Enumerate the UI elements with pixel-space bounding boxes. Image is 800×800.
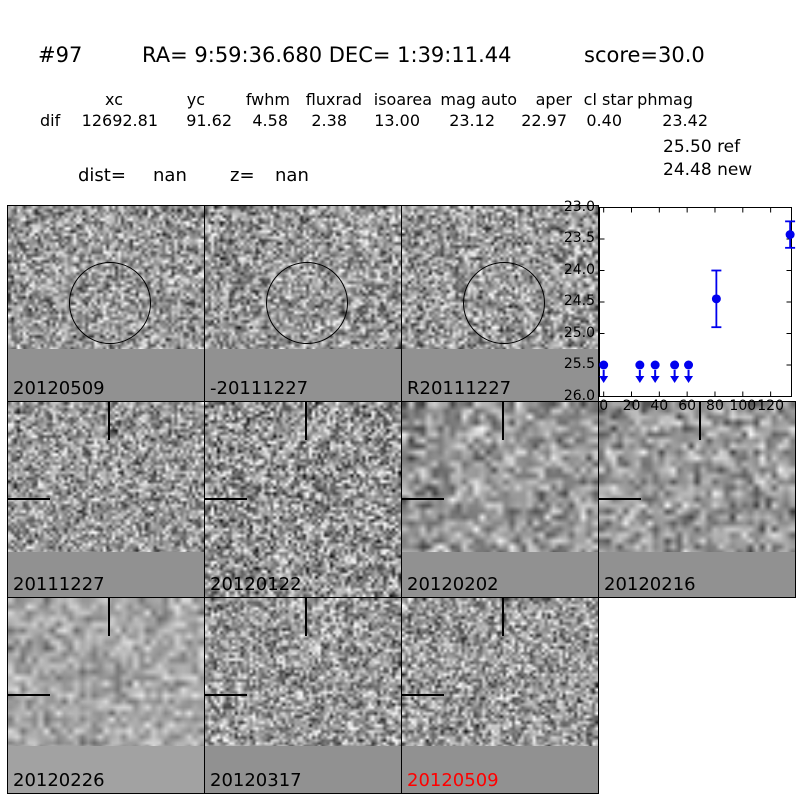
- aperture-circle: [266, 262, 348, 344]
- value-fwhm: 4.58: [252, 111, 288, 130]
- table-row-label: dif: [40, 111, 61, 130]
- cutout-20120226: 20120226: [7, 597, 205, 794]
- cutout-label: 20120202: [407, 574, 499, 596]
- y-tick-label: 25.0: [563, 324, 595, 341]
- cutout-label: 20120509: [407, 770, 499, 792]
- cutout-20120317: 20120317: [204, 597, 402, 794]
- position-tick-vertical: [305, 598, 307, 636]
- table-header-cl-star: cl star: [583, 90, 633, 109]
- redshift-label: z=: [230, 165, 255, 186]
- position-tick-vertical: [108, 598, 110, 636]
- redshift-value: nan: [275, 165, 309, 186]
- x-tick-label: 20: [622, 398, 641, 414]
- y-tick-label: 23.5: [563, 230, 595, 246]
- ra-dec-coordinates: RA= 9:59:36.680 DEC= 1:39:11.44: [142, 43, 512, 67]
- lightcurve-plot: 23.0 23.5 24.0 24.5 25.0 25.5 26.0 0 20 40 60 80 100…: [564, 199, 796, 414]
- dist-label: dist=: [78, 165, 126, 186]
- new-magnitude: 24.48 new: [663, 160, 753, 180]
- y-tick-label: 26.0: [563, 387, 595, 404]
- table-header-isoarea: isoarea: [373, 90, 432, 109]
- value-cl-star: 0.40: [586, 111, 622, 130]
- position-tick-vertical: [502, 402, 504, 440]
- aperture-circle: [463, 262, 545, 344]
- masked-band: [205, 746, 401, 793]
- position-tick-horizontal: [402, 694, 444, 696]
- table-header-mag-auto: mag auto: [440, 90, 517, 109]
- position-tick-vertical: [699, 402, 701, 440]
- cutout-label: 20120317: [210, 770, 302, 792]
- x-tick-label: 40: [650, 398, 669, 414]
- cutout-label: -20111227: [210, 378, 309, 400]
- candidate-score: score=30.0: [584, 43, 705, 67]
- position-tick-horizontal: [8, 694, 50, 696]
- table-header-fluxrad: fluxrad: [305, 90, 362, 109]
- masked-band: [599, 552, 795, 597]
- cutout-20120509: 20120509: [401, 597, 599, 794]
- value-xc: 12692.81: [81, 111, 158, 130]
- ref-magnitude: 25.50 ref: [663, 137, 741, 157]
- masked-band: [402, 746, 598, 793]
- x-tick-label: 60: [678, 398, 697, 414]
- table-header-yc: yc: [186, 90, 205, 109]
- x-tick-label: 100: [729, 398, 757, 414]
- value-yc: 91.62: [186, 111, 232, 130]
- aperture-circle: [69, 262, 151, 344]
- position-tick-horizontal: [8, 498, 50, 500]
- candidate-number: #97: [38, 43, 83, 67]
- cutout-R20111227: R20111227: [401, 205, 599, 402]
- position-tick-horizontal: [205, 694, 247, 696]
- masked-band: [205, 349, 401, 401]
- masked-band: [402, 349, 598, 401]
- table-header-fwhm: fwhm: [245, 90, 290, 109]
- cutout-label: 20111227: [13, 574, 105, 596]
- position-tick-vertical: [305, 402, 307, 440]
- value-phmag: 23.42: [662, 111, 708, 130]
- position-tick-horizontal: [599, 498, 641, 500]
- masked-band: [8, 746, 204, 793]
- y-tick-label: 24.0: [563, 261, 595, 278]
- cutout-20120216: 20120216: [598, 401, 796, 598]
- y-tick-label: 23.0: [563, 198, 595, 215]
- cutout-label: 20120509: [13, 378, 105, 400]
- masked-band: [8, 552, 204, 597]
- masked-band: [8, 349, 204, 401]
- table-header-phmag: phmag: [637, 90, 693, 109]
- value-fluxrad: 2.38: [311, 111, 347, 130]
- position-tick-horizontal: [402, 498, 444, 500]
- table-header-xc: xc: [105, 90, 123, 109]
- x-tick-label: 80: [706, 398, 724, 414]
- cutout-20120509: 20120509: [7, 205, 205, 402]
- x-tick-label: 120: [757, 398, 784, 414]
- table-header-aper: aper: [535, 90, 572, 109]
- cutout-image: [205, 402, 401, 597]
- cutout-20120202: 20120202: [401, 401, 599, 598]
- cutout--20111227: -20111227: [204, 205, 402, 402]
- dist-value: nan: [153, 165, 187, 186]
- value-mag-auto: 23.12: [449, 111, 495, 130]
- y-tick-label: 25.5: [563, 356, 595, 372]
- x-tick-label: 0: [599, 398, 609, 414]
- cutout-label: 20120122: [210, 574, 302, 596]
- position-tick-horizontal: [205, 498, 247, 500]
- cutout-label: 20120226: [13, 770, 105, 792]
- cutout-label: R20111227: [407, 378, 512, 400]
- masked-band: [402, 552, 598, 597]
- value-aper: 22.97: [521, 111, 567, 130]
- value-isoarea: 13.00: [374, 111, 420, 130]
- cutout-label: 20120216: [604, 574, 696, 596]
- cutout-20111227: 20111227: [7, 401, 205, 598]
- y-tick-label: 24.5: [563, 293, 595, 309]
- lightcurve-svg: [599, 207, 796, 397]
- position-tick-vertical: [108, 402, 110, 440]
- cutout-20120122: 20120122: [204, 401, 402, 598]
- position-tick-vertical: [502, 598, 504, 636]
